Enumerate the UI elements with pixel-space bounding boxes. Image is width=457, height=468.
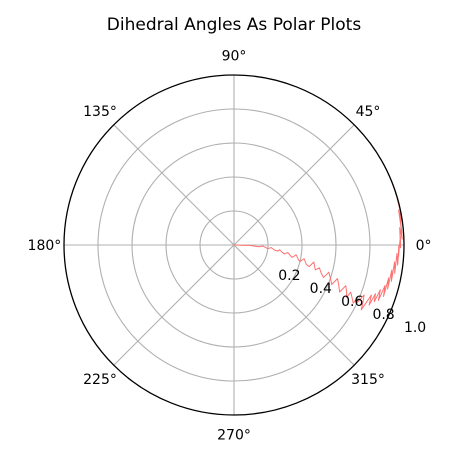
- theta-tick-label-7: 315°: [351, 372, 385, 388]
- theta-tick-label-3: 135°: [83, 104, 117, 120]
- polar-frame: [63, 74, 405, 416]
- theta-gridline-1: [233, 124, 355, 246]
- theta-tick-label-4: 180°: [28, 238, 62, 254]
- polar-grid: [64, 75, 404, 415]
- series-layer: [233, 172, 404, 311]
- theta-tick-label-6: 270°: [217, 428, 251, 444]
- theta-gridline-7: [233, 244, 355, 366]
- r-tick-label-0: 0.2: [278, 268, 300, 284]
- theta-tick-label-0: 0°: [416, 238, 432, 254]
- theta-tick-label-5: 225°: [83, 372, 117, 388]
- r-tick-label-3: 0.8: [372, 307, 394, 323]
- theta-tick-label-1: 45°: [356, 104, 381, 120]
- theta-tick-label-2: 90°: [222, 48, 247, 64]
- chart-title: Dihedral Angles As Polar Plots: [107, 15, 362, 35]
- tick-labels: 0° 45° 90° 135° 180° 225° 270° 315° 0.2 0.4 0.6 0.8…: [28, 48, 432, 443]
- r-tick-label-1: 0.4: [310, 281, 332, 297]
- r-tick-label-4: 1.0: [404, 320, 426, 336]
- theta-gridline-3: [113, 124, 235, 246]
- r-tick-label-2: 0.6: [341, 294, 363, 310]
- series-line-0: [233, 172, 404, 311]
- theta-gridline-5: [113, 244, 235, 366]
